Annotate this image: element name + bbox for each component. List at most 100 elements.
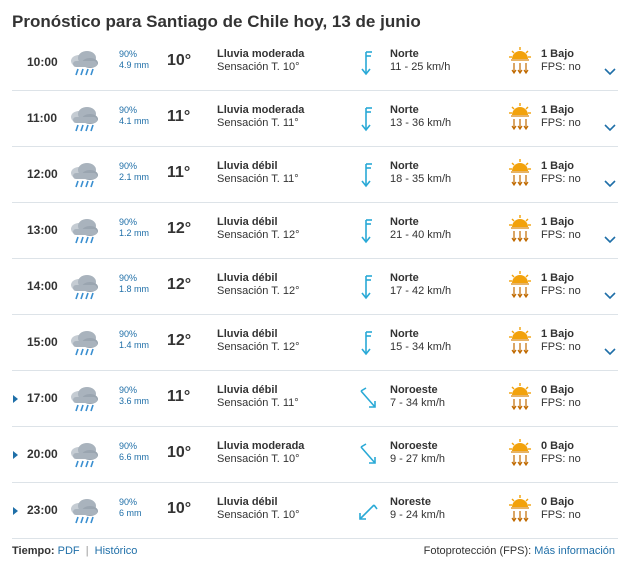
wind-northwest-icon xyxy=(357,385,379,413)
uv-sun-icon xyxy=(509,271,531,299)
hour-label: 15:00 xyxy=(27,335,58,349)
hour-label: 12:00 xyxy=(27,167,58,181)
temperature: 11° xyxy=(167,164,191,181)
uv-sun-icon xyxy=(509,327,531,355)
wind-direction: Noroeste xyxy=(390,384,438,396)
wind-speed: 21 - 40 km/h xyxy=(390,229,452,241)
weather-description: Lluvia moderada xyxy=(217,104,305,116)
uv-index: 0 Bajo xyxy=(541,384,575,396)
page-title: Pronóstico para Santiago de Chile hoy, 1… xyxy=(12,12,421,31)
hour-label: 14:00 xyxy=(27,279,58,293)
rain-cloud-icon xyxy=(68,161,100,189)
temperature: 11° xyxy=(167,108,191,125)
wind-direction: Norte xyxy=(390,272,419,284)
fps-value: FPS: no xyxy=(541,453,581,465)
chevron-down-icon[interactable] xyxy=(604,63,616,76)
chevron-down-icon[interactable] xyxy=(604,175,616,188)
uv-sun-icon xyxy=(509,383,531,411)
feels-like: Sensación T. 10° xyxy=(217,61,300,73)
precip-probability: 90% xyxy=(119,105,138,115)
uv-sun-icon xyxy=(509,103,531,131)
precip-probability: 90% xyxy=(119,49,138,59)
weather-description: Lluvia moderada xyxy=(217,440,305,452)
forecast-row[interactable]: 10:00 90% 4.9 mm 10° Lluvia moderada Sensaci… xyxy=(12,35,618,91)
wind-north-icon xyxy=(357,217,379,245)
uv-index: 1 Bajo xyxy=(541,328,575,340)
fps-value: FPS: no xyxy=(541,285,581,297)
chevron-down-icon[interactable] xyxy=(604,231,616,244)
forecast-row[interactable]: 23:00 90% 6 mm 10° Lluvia débil Sensación T.… xyxy=(12,483,618,539)
hour-label: 20:00 xyxy=(27,447,58,461)
chevron-down-icon[interactable] xyxy=(604,287,616,300)
rain-cloud-icon xyxy=(68,217,100,245)
precip-amount: 3.6 mm xyxy=(119,396,150,406)
uv-index: 0 Bajo xyxy=(541,440,575,452)
uv-index: 1 Bajo xyxy=(541,272,575,284)
precip-probability: 90% xyxy=(119,161,138,171)
temperature: 10° xyxy=(167,500,192,517)
wind-direction: Norte xyxy=(390,160,419,172)
feels-like: Sensación T. 11° xyxy=(217,397,299,409)
wind-north-icon xyxy=(357,161,379,189)
expand-triangle-icon[interactable] xyxy=(13,507,18,515)
forecast-row[interactable]: 15:00 90% 1.4 mm 12° Lluvia débil Sensación … xyxy=(12,315,618,371)
temperature: 10° xyxy=(167,52,192,69)
weather-description: Lluvia débil xyxy=(217,216,278,228)
wind-speed: 9 - 27 km/h xyxy=(390,453,446,465)
fps-value: FPS: no xyxy=(541,61,581,73)
fps-label: Fotoprotección (FPS): xyxy=(423,545,532,557)
hour-label: 13:00 xyxy=(27,223,58,237)
precip-probability: 90% xyxy=(119,217,138,227)
chevron-down-icon[interactable] xyxy=(604,119,616,132)
uv-index: 1 Bajo xyxy=(541,104,575,116)
hour-label: 11:00 xyxy=(27,111,58,125)
weather-description: Lluvia débil xyxy=(217,272,278,284)
fps-value: FPS: no xyxy=(541,341,581,353)
fps-value: FPS: no xyxy=(541,509,581,521)
forecast-row[interactable]: 13:00 90% 1.2 mm 12° Lluvia débil Sensación … xyxy=(12,203,618,259)
historico-link[interactable]: Histórico xyxy=(94,545,138,557)
hour-label: 17:00 xyxy=(27,391,58,405)
weather-description: Lluvia débil xyxy=(217,384,278,396)
forecast-row[interactable]: 11:00 90% 4.1 mm 11° Lluvia moderada Sensaci… xyxy=(12,91,618,147)
pdf-link[interactable]: PDF xyxy=(57,545,80,557)
precip-amount: 2.1 mm xyxy=(119,172,150,182)
wind-speed: 13 - 36 km/h xyxy=(390,117,452,129)
footer-separator: | xyxy=(85,545,89,557)
wind-direction: Norte xyxy=(390,328,419,340)
wind-speed: 11 - 25 km/h xyxy=(390,61,451,73)
wind-direction: Norte xyxy=(390,48,419,60)
forecast-row[interactable]: 12:00 90% 2.1 mm 11° Lluvia débil Sensación … xyxy=(12,147,618,203)
wind-direction: Noroeste xyxy=(390,440,438,452)
precip-amount: 6 mm xyxy=(119,508,142,518)
expand-triangle-icon[interactable] xyxy=(13,395,18,403)
wind-northwest-icon xyxy=(357,441,379,469)
hour-label: 10:00 xyxy=(27,55,58,69)
temperature: 11° xyxy=(167,388,191,405)
feels-like: Sensación T. 10° xyxy=(217,509,300,521)
wind-speed: 9 - 24 km/h xyxy=(390,509,446,521)
forecast-row[interactable]: 17:00 90% 3.6 mm 11° Lluvia débil Sensación … xyxy=(12,371,618,427)
uv-sun-icon xyxy=(509,47,531,75)
wind-direction: Noreste xyxy=(390,496,431,508)
uv-sun-icon xyxy=(509,439,531,467)
temperature: 12° xyxy=(167,220,192,237)
rain-cloud-icon xyxy=(68,273,100,301)
rain-cloud-icon xyxy=(68,385,100,413)
uv-index: 1 Bajo xyxy=(541,48,575,60)
weather-description: Lluvia débil xyxy=(217,496,278,508)
forecast-row[interactable]: 14:00 90% 1.8 mm 12° Lluvia débil Sensación … xyxy=(12,259,618,315)
precip-probability: 90% xyxy=(119,497,138,507)
forecast-row[interactable]: 20:00 90% 6.6 mm 10° Lluvia moderada Sensaci… xyxy=(12,427,618,483)
rain-cloud-icon xyxy=(68,497,100,525)
uv-index: 1 Bajo xyxy=(541,216,575,228)
expand-triangle-icon[interactable] xyxy=(13,451,18,459)
rain-cloud-icon xyxy=(68,49,100,77)
footer-tiempo: Tiempo: PDF | Histórico xyxy=(12,545,137,557)
uv-index: 1 Bajo xyxy=(541,160,575,172)
wind-north-icon xyxy=(357,329,379,357)
more-info-link[interactable]: Más información xyxy=(534,545,615,557)
chevron-down-icon[interactable] xyxy=(604,343,616,356)
tiempo-label: Tiempo: xyxy=(12,545,55,557)
uv-sun-icon xyxy=(509,215,531,243)
